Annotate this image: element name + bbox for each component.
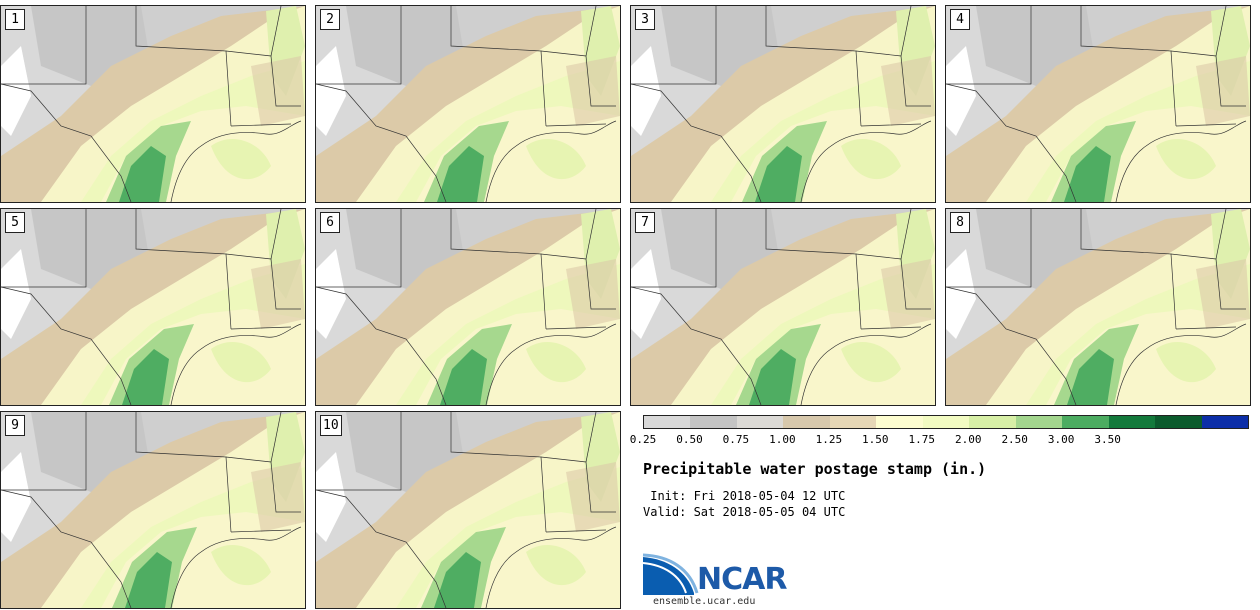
colorbar-segment <box>829 416 877 428</box>
colorbar-tick-label: 2.00 <box>954 433 982 446</box>
panel-number: 2 <box>320 9 340 30</box>
panel-number: 1 <box>5 9 25 30</box>
colorbar-tick-label: 1.50 <box>862 433 889 446</box>
colorbar-segment <box>1108 416 1156 428</box>
colorbar-segment <box>1015 416 1063 428</box>
postage-stamp-panel: 10 <box>315 411 621 609</box>
colorbar-segment <box>969 416 1016 428</box>
postage-stamp-panel: 1 <box>0 5 306 203</box>
panel-number: 5 <box>5 212 25 233</box>
colorbar <box>643 415 1249 429</box>
colorbar-tick-label: 2.50 <box>1001 433 1028 446</box>
panel-number: 8 <box>950 212 970 233</box>
colorbar-segment <box>876 416 923 428</box>
ncar-logo-icon <box>642 553 699 595</box>
init-time: Init: Fri 2018-05-04 12 UTC <box>643 489 846 503</box>
colorbar-segment <box>1201 416 1249 428</box>
postage-stamp-panel: 7 <box>630 208 936 406</box>
panel-number: 9 <box>5 415 25 436</box>
panel-number: 7 <box>635 212 655 233</box>
colorbar-segment <box>783 416 830 428</box>
colorbar-segment <box>644 416 691 428</box>
colorbar-segment <box>1062 416 1109 428</box>
panel-number: 4 <box>950 9 970 30</box>
postage-stamp-panel: 6 <box>315 208 621 406</box>
postage-stamp-panel: 8 <box>945 208 1251 406</box>
postage-stamp-panel: 3 <box>630 5 936 203</box>
panel-number: 6 <box>320 212 340 233</box>
colorbar-tick-label: 0.50 <box>676 433 703 446</box>
postage-stamp-panel: 5 <box>0 208 306 406</box>
colorbar-tick-label: 1.25 <box>815 433 843 446</box>
valid-time: Valid: Sat 2018-05-05 04 UTC <box>643 505 846 519</box>
colorbar-tick-label: 1.75 <box>908 433 936 446</box>
colorbar-tick-label: 1.00 <box>769 433 796 446</box>
colorbar-segment <box>922 416 970 428</box>
colorbar-segment <box>690 416 737 428</box>
colorbar-tick-label: 0.75 <box>722 433 750 446</box>
postage-stamp-panel: 2 <box>315 5 621 203</box>
ncar-logo-text: NCAR <box>697 562 787 597</box>
colorbar-segment <box>736 416 784 428</box>
colorbar-segment <box>1155 416 1202 428</box>
logo-url: ensemble.ucar.edu <box>653 596 756 607</box>
postage-stamp-panel: 4 <box>945 5 1251 203</box>
colorbar-tick-label: 0.25 <box>629 433 657 446</box>
panel-number: 3 <box>635 9 655 30</box>
colorbar-tick-label: 3.50 <box>1094 433 1121 446</box>
panel-number: 10 <box>320 415 342 436</box>
colorbar-tick-label: 3.00 <box>1047 433 1075 446</box>
postage-stamp-panel: 9 <box>0 411 306 609</box>
map-title: Precipitable water postage stamp (in.) <box>643 460 987 478</box>
